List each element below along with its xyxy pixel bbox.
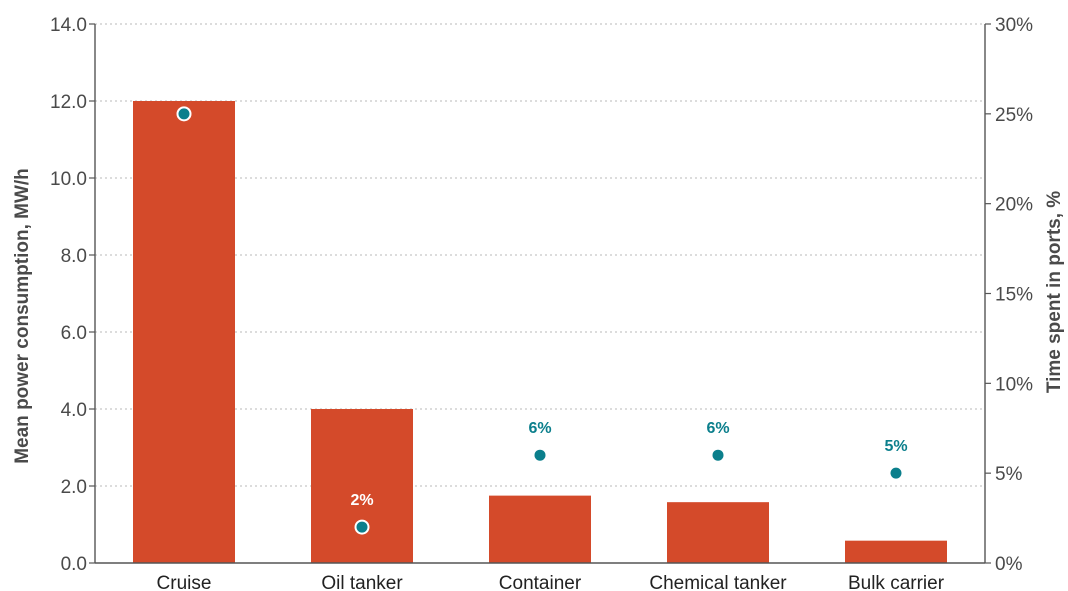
right-tick-label: 10% xyxy=(995,374,1033,395)
bar xyxy=(133,101,235,563)
left-tick-label: 14.0 xyxy=(50,15,87,36)
marker-data-label: 6% xyxy=(528,420,551,437)
category-label: Bulk carrier xyxy=(848,573,945,591)
marker-point xyxy=(354,519,370,535)
right-tick-label: 5% xyxy=(995,464,1023,485)
marker-data-label: 5% xyxy=(884,438,907,455)
right-tick-label: 15% xyxy=(995,285,1033,306)
marker-point xyxy=(176,106,192,122)
left-tick-label: 0.0 xyxy=(61,554,87,575)
left-tick-label: 4.0 xyxy=(61,400,87,421)
right-tick-label: 25% xyxy=(995,105,1033,126)
right-tick-label: 30% xyxy=(995,15,1033,36)
marker-point xyxy=(890,467,902,479)
category-label: Container xyxy=(499,573,582,591)
category-labels: Cruise Oil tanker Container Chemical tanker… xyxy=(157,573,945,591)
y-axis-title-right: Time spent in ports, % xyxy=(1044,191,1065,393)
left-tick-label: 2.0 xyxy=(61,477,87,498)
marker-series: 25% 2% 6% 6% 5% xyxy=(168,79,908,535)
gridlines xyxy=(95,23,985,487)
left-axis-ticks: 0.0 2.0 4.0 6.0 8.0 10.0 12.0 14.0 xyxy=(50,15,95,575)
y-axis-title-left: Mean power consumption, MW/h xyxy=(12,168,33,464)
marker-data-label: 6% xyxy=(706,420,729,437)
bar xyxy=(667,502,769,563)
category-label: Chemical tanker xyxy=(649,573,787,591)
bar xyxy=(489,495,591,563)
marker-data-label: 2% xyxy=(350,492,373,509)
marker-point xyxy=(712,449,724,461)
category-label: Cruise xyxy=(157,573,212,591)
bar-series xyxy=(133,101,947,563)
right-axis-ticks: 0% 5% 10% 15% 20% 25% 30% xyxy=(985,15,1033,575)
bar xyxy=(311,409,413,563)
left-tick-label: 8.0 xyxy=(61,246,87,267)
left-tick-label: 10.0 xyxy=(50,169,87,190)
bar xyxy=(845,540,947,563)
marker-data-label: 25% xyxy=(168,79,200,96)
left-tick-label: 12.0 xyxy=(50,92,87,113)
marker-point xyxy=(534,449,546,461)
left-tick-label: 6.0 xyxy=(61,323,87,344)
right-tick-label: 0% xyxy=(995,554,1023,575)
right-tick-label: 20% xyxy=(995,195,1033,216)
category-label: Oil tanker xyxy=(321,573,403,591)
